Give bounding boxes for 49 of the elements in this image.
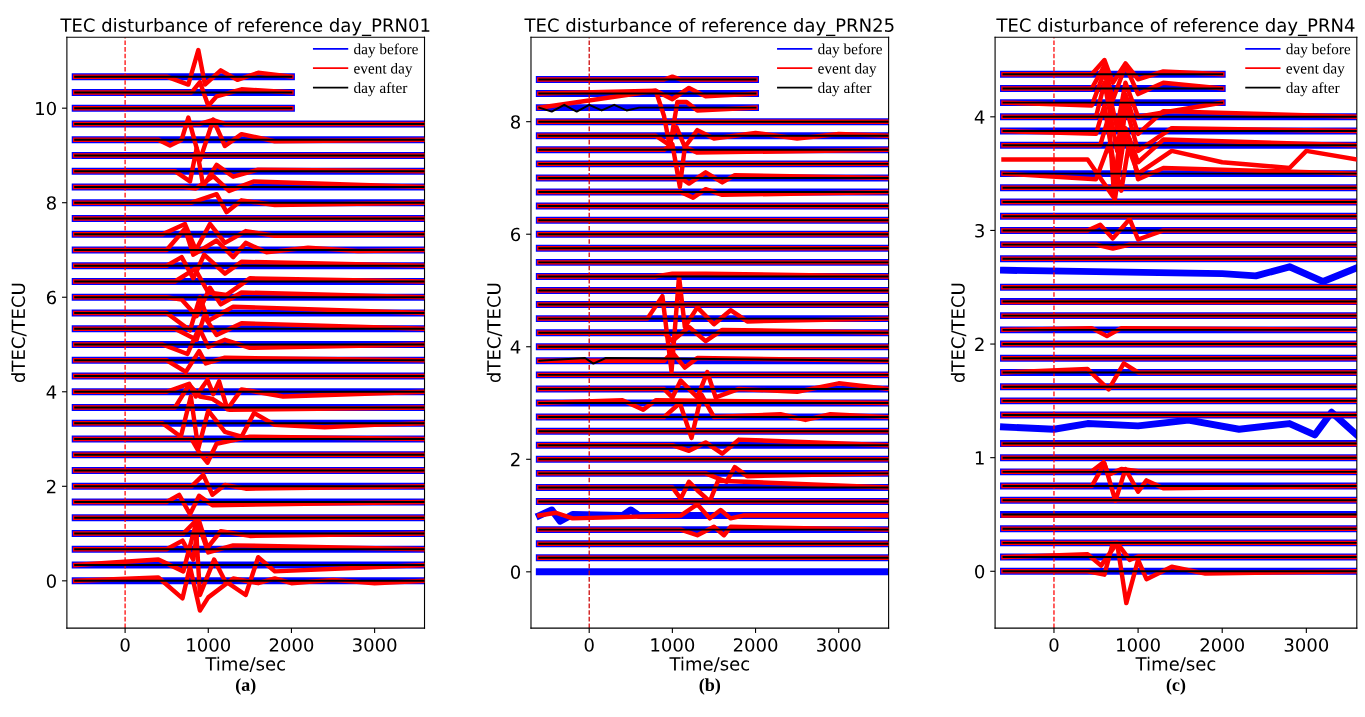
legend-label: day before (1286, 43, 1351, 58)
legend-label: event day (1286, 62, 1345, 77)
x-axis-title: Time/sec (205, 656, 285, 673)
x-tick-label: 2000 (269, 638, 314, 652)
y-tick-label: 2 (47, 479, 56, 494)
y-tick-label: 3 (975, 223, 984, 238)
x-tick-label: 3000 (353, 638, 397, 652)
y-axis-title: dTEC/TECU (486, 283, 503, 383)
x-tick-label: 3000 (1284, 638, 1329, 652)
y-axis-title: dTEC/TECU (11, 283, 27, 383)
text: (a) (235, 678, 256, 695)
y-tick-label: 6 (46, 290, 57, 305)
legend-label: day before (354, 43, 418, 58)
x-tick-label: 0 (120, 638, 130, 652)
x-tick-label: 1000 (1117, 638, 1160, 652)
x-tick-label: 3000 (817, 638, 861, 652)
text: (b) (699, 678, 721, 695)
y-tick-label: 4 (974, 110, 985, 124)
x-tick-label: 2000 (1200, 638, 1244, 652)
legend-label: day before (818, 43, 882, 58)
y-axis-title: dTEC/TECU (950, 283, 967, 383)
x-tick-label: 0 (584, 638, 594, 652)
y-tick-label: 4 (46, 385, 57, 399)
x-axis-title: Time/sec (669, 656, 750, 673)
y-tick-label: 8 (511, 115, 521, 129)
y-tick-label: 1 (975, 451, 984, 465)
legend-label: day after (354, 82, 408, 97)
x-tick-label: 1000 (187, 638, 231, 652)
x-tick-label: 1000 (651, 638, 695, 652)
chart-title: TEC disturbance of reference day_PRN4 (996, 18, 1355, 36)
y-tick-label: 6 (511, 227, 521, 242)
legend-label: event day (818, 62, 877, 77)
y-tick-label: 2 (511, 452, 520, 467)
y-tick-label: 2 (975, 337, 984, 351)
x-axis-title: Time/sec (1135, 656, 1216, 673)
legend-label: event day (354, 62, 413, 77)
y-tick-label: 0 (510, 565, 521, 579)
y-tick-label: 8 (46, 196, 56, 210)
legend-label: day after (1286, 82, 1340, 97)
x-tick-label: 0 (1049, 638, 1059, 652)
y-tick-label: 4 (510, 340, 521, 354)
chart-title: TEC disturbance of reference day_PRN25 (524, 18, 894, 36)
y-tick-label: 0 (46, 574, 56, 588)
text: (c) (1166, 678, 1186, 695)
x-tick-label: 2000 (733, 638, 778, 652)
y-tick-label: 0 (975, 564, 985, 579)
y-tick-label: 10 (36, 101, 56, 116)
legend-label: day after (818, 82, 872, 97)
chart-title: TEC disturbance of reference day_PRN01 (60, 18, 430, 36)
